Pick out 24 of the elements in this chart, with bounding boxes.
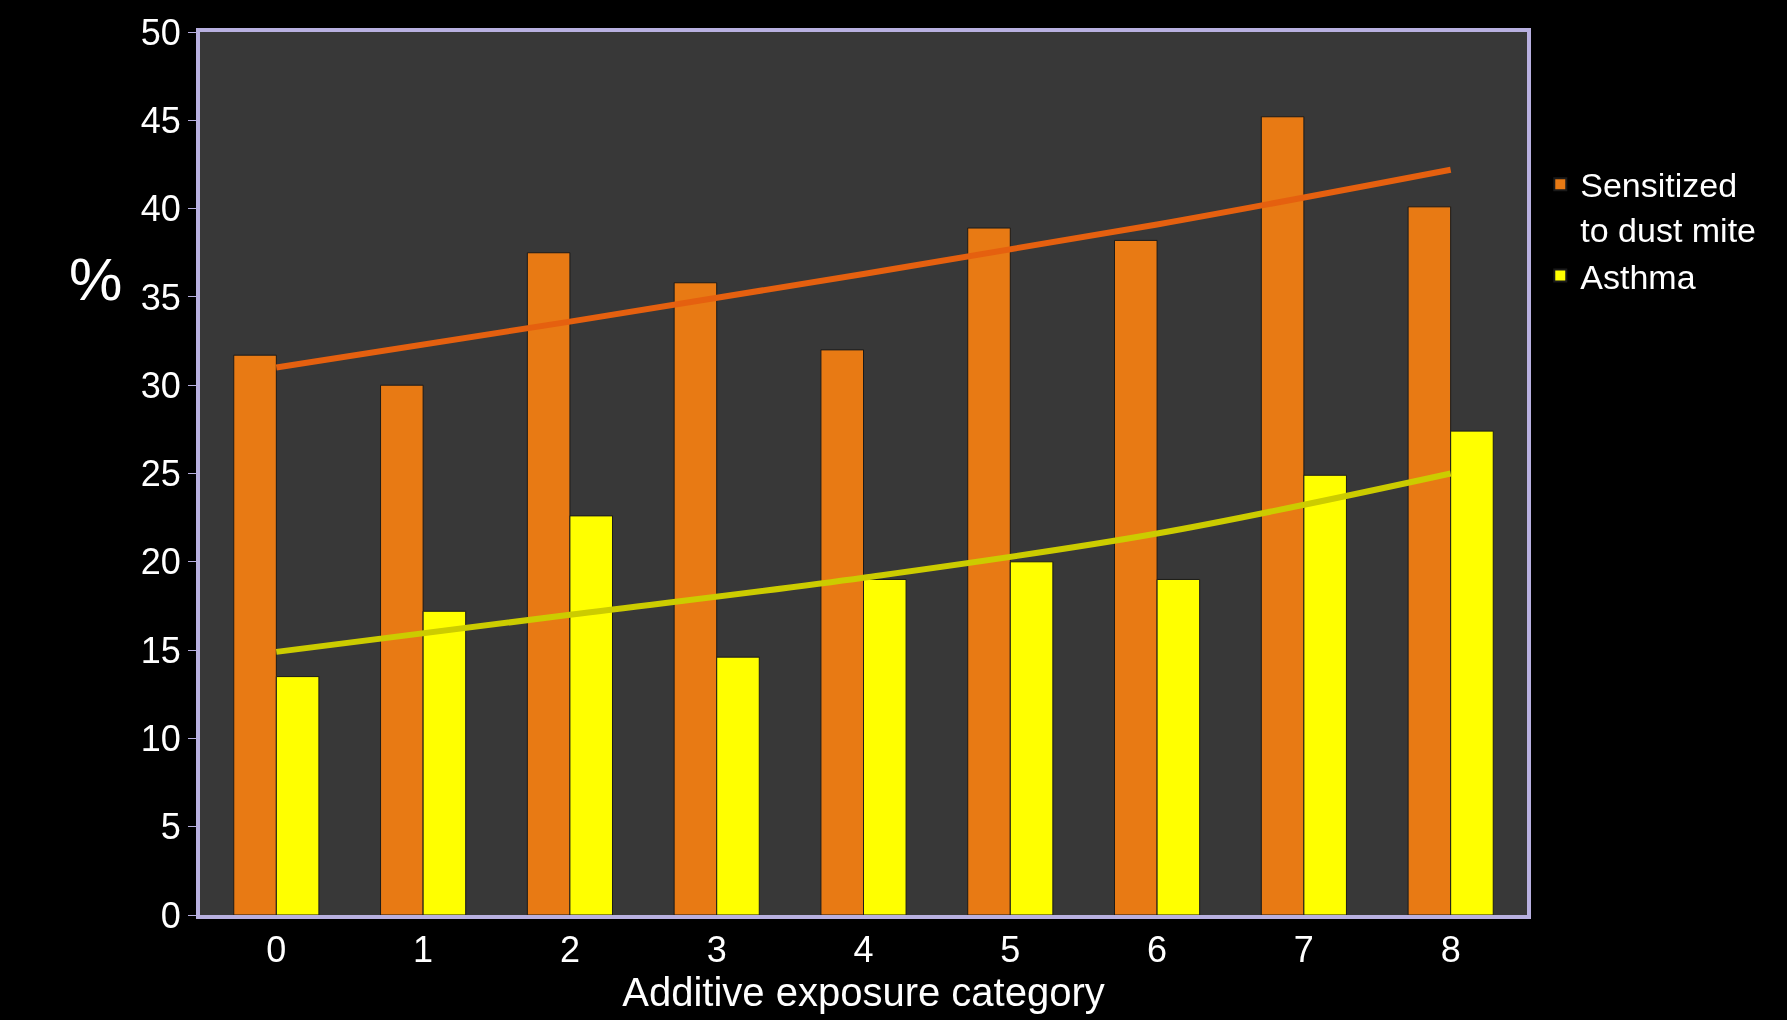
legend-label: Asthma <box>1580 257 1696 296</box>
y-axis-title: % <box>69 246 123 313</box>
legend-label: Sensitized to dust mite <box>1580 166 1757 249</box>
x-axis-title: Additive exposure category <box>622 970 1105 1015</box>
y-tick-label: 30 <box>140 364 181 406</box>
x-tick-label: 0 <box>266 929 287 971</box>
y-tick-label: 40 <box>140 188 181 230</box>
x-tick-label: 8 <box>1440 929 1461 971</box>
x-tick-label: 2 <box>559 929 580 971</box>
y-tick-label: 35 <box>140 276 181 318</box>
y-tick-label: 5 <box>160 806 181 848</box>
y-tick-label: 0 <box>160 894 181 936</box>
y-tick-label: 25 <box>140 453 181 495</box>
x-tick-label: 5 <box>1000 929 1021 971</box>
y-tick-label: 45 <box>140 99 181 141</box>
y-tick-label: 15 <box>140 629 181 671</box>
x-tick-label: 1 <box>413 929 434 971</box>
y-tick-label: 20 <box>140 541 181 583</box>
x-tick-label: 3 <box>706 929 727 971</box>
y-tick-label: 10 <box>140 718 181 759</box>
x-tick-label: 7 <box>1293 929 1314 971</box>
y-tick-label: 50 <box>140 11 181 53</box>
x-tick-label: 4 <box>853 929 874 971</box>
x-tick-label: 6 <box>1147 929 1168 971</box>
